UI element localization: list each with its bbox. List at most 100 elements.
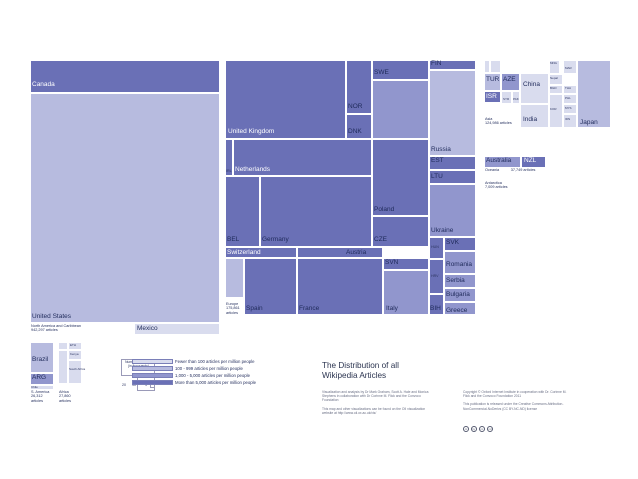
tile-dnk (346, 114, 372, 139)
tile-sweden-extra (372, 80, 429, 139)
label-nor: NOR (348, 103, 363, 110)
legend-text-level3: 1,000 - 5,000 articles per million peopl… (175, 373, 251, 378)
label-hun: HUN (431, 245, 439, 249)
tile-ltu (429, 170, 476, 184)
label-mar: MAR (565, 66, 572, 70)
tile-nor (346, 60, 372, 114)
nd-icon: nd (487, 426, 493, 432)
tile-mng (549, 60, 560, 74)
label-greece: Greece (446, 307, 468, 314)
label-svk: SVK (446, 239, 460, 246)
tile-pak (512, 91, 520, 104)
tile-japan (577, 60, 611, 128)
label-bih: BIH (430, 305, 441, 312)
label-united-states: United States (32, 313, 72, 320)
tile-aze (501, 73, 520, 91)
legend-scale-1: 1 (145, 383, 147, 387)
label-australia: Australia (486, 157, 512, 164)
tile-china (520, 73, 549, 104)
label-nepal: Nepal (550, 76, 558, 80)
tile-netherlands (233, 139, 372, 176)
tile-europe-small (225, 258, 244, 298)
tile-idn (563, 114, 577, 128)
tile-asia-small-a (484, 60, 490, 73)
label-arg: ARG (32, 374, 47, 381)
label-eth: ETH (70, 343, 76, 347)
tile-irl (225, 139, 233, 176)
tile-eth (68, 342, 82, 350)
label-syr: SYR (503, 97, 510, 101)
tile-svn (383, 258, 429, 270)
label-bulgaria: Bulgaria (446, 291, 470, 298)
label-kor: KOR (550, 107, 557, 111)
tile-south-africa (68, 360, 82, 384)
tile-bih (429, 294, 444, 315)
label-united-kingdom: United Kingdom (228, 128, 275, 135)
tile-ukraine (429, 184, 476, 237)
label-dnk: DNK (348, 128, 362, 135)
label-tur: TUR (486, 76, 500, 83)
tile-germany (260, 176, 372, 247)
label-chile: Chile (31, 385, 38, 389)
tile-mys (563, 104, 577, 114)
label-south-africa: South Africa (69, 367, 86, 371)
label-mys: MYS (565, 106, 572, 110)
region-label-north-america: North America and Caribbean 942,297 artic… (31, 324, 82, 333)
label-swe: SWE (374, 69, 389, 76)
label-fin: FIN (431, 60, 442, 67)
tile-phl (563, 94, 577, 104)
legend-text-level2: 100 - 999 articles per million people (175, 366, 243, 371)
region-label-oceania: Oceania 37,749 articles (485, 168, 536, 172)
tile-svk (444, 237, 476, 251)
by-icon: by (471, 426, 477, 432)
tile-serbia (444, 274, 476, 288)
tile-est (429, 156, 476, 170)
legend-scale-20: 20 (122, 383, 126, 387)
tile-hrv (429, 259, 444, 294)
label-bgd: BGD (550, 86, 557, 90)
tile-brazil (30, 342, 54, 373)
tile-switzerland (225, 247, 297, 258)
tile-mexico (134, 323, 220, 335)
region-label-africa: Africa 27,860 articles (59, 390, 72, 403)
credit-right: Copyright © Oxford Internet Institute in… (463, 390, 567, 411)
label-bel: BEL (227, 236, 240, 243)
tile-chile (30, 385, 54, 390)
tile-africa-small (58, 342, 68, 350)
label-italy: Italy (386, 305, 398, 312)
region-label-south-america: S. America 26,312 articles (31, 390, 50, 403)
label-idn: IDN (565, 117, 571, 121)
tile-italy (383, 270, 429, 315)
tile-nzl (521, 156, 546, 168)
label-isr: ISR (486, 93, 497, 100)
nc-icon: nc (479, 426, 485, 432)
label-phl: PHL (565, 96, 571, 100)
label-brazil: Brazil (32, 356, 49, 363)
tile-asia-small-b (490, 60, 501, 73)
legend-text-level1: Fewer than 100 articles per million peop… (175, 359, 255, 364)
tile-arg (30, 373, 54, 385)
label-china: China (523, 81, 540, 88)
cc-icon: cc (463, 426, 469, 432)
tile-romania (444, 251, 476, 274)
tile-greece (444, 302, 476, 315)
tile-hun (429, 237, 444, 259)
label-pak: PAK (513, 97, 519, 101)
tile-india (520, 104, 549, 128)
label-aze: AZE (503, 76, 516, 83)
label-est: EST (431, 157, 444, 164)
label-ltu: LTU (431, 173, 443, 180)
tile-swe (372, 60, 429, 80)
tile-tha (563, 85, 577, 94)
tile-nepal (549, 74, 563, 85)
tile-kor (549, 94, 563, 128)
credit-left: Visualization and analysis by Dr Mark Gr… (322, 390, 429, 415)
tile-bgd (549, 85, 563, 94)
legend-swatch-level3 (132, 373, 173, 378)
label-romania: Romania (446, 261, 473, 268)
label-russia: Russia (431, 146, 451, 153)
tile-united-kingdom (225, 60, 346, 139)
label-mexico: Mexico (137, 325, 158, 332)
label-switzerland: Switzerland (227, 249, 261, 256)
label-irl: IRL (226, 169, 232, 173)
